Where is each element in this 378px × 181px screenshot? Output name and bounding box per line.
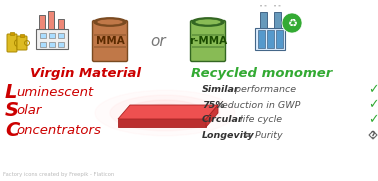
Bar [20,34,24,37]
Bar [274,12,280,28]
FancyBboxPatch shape [40,33,46,38]
Text: ?: ? [371,131,375,140]
FancyBboxPatch shape [58,42,64,47]
FancyBboxPatch shape [40,42,46,47]
Text: Factory icons created by Freepik - Flaticon: Factory icons created by Freepik - Flati… [3,172,114,177]
Polygon shape [118,119,206,127]
Polygon shape [206,105,218,127]
FancyBboxPatch shape [7,34,17,52]
Bar [192,46,224,48]
Text: MMA: MMA [96,36,124,46]
Text: " ": " " [274,5,280,10]
Text: Circular: Circular [202,115,243,125]
Bar [192,34,224,36]
Text: ✓: ✓ [368,113,378,127]
Circle shape [282,13,302,33]
Text: olar: olar [16,104,41,117]
Bar [10,32,14,35]
Text: performance: performance [232,85,297,94]
Text: C: C [5,121,19,140]
Text: ♻: ♻ [287,18,297,28]
Text: Recycled monomer: Recycled monomer [191,66,333,79]
Text: ✓: ✓ [368,83,378,96]
Ellipse shape [94,18,126,26]
Polygon shape [369,131,377,139]
Ellipse shape [97,19,123,25]
Text: S: S [5,102,19,121]
Text: or: or [150,33,166,49]
FancyBboxPatch shape [93,20,127,62]
Text: Longevity: Longevity [202,131,255,140]
Text: uminescent: uminescent [16,87,93,100]
Ellipse shape [192,18,224,26]
Ellipse shape [125,100,205,126]
Bar [94,34,126,36]
FancyBboxPatch shape [276,30,282,48]
Text: 75%: 75% [202,100,225,110]
Text: ≡ Purity: ≡ Purity [241,131,283,140]
Text: life cycle: life cycle [237,115,282,125]
FancyBboxPatch shape [17,36,27,50]
Text: oncentrators: oncentrators [16,123,101,136]
Text: r-MMA: r-MMA [189,36,227,46]
Ellipse shape [110,95,220,131]
FancyBboxPatch shape [49,42,55,47]
Bar [94,46,126,48]
Text: Virgin Material: Virgin Material [29,66,141,79]
Text: " ": " " [260,5,266,10]
Bar [48,11,54,29]
Text: L: L [5,83,17,102]
Bar [260,12,266,28]
FancyBboxPatch shape [266,30,274,48]
Ellipse shape [195,19,221,25]
Text: Similar: Similar [202,85,240,94]
FancyBboxPatch shape [257,30,265,48]
Bar [58,19,64,29]
Polygon shape [118,105,218,119]
FancyBboxPatch shape [36,29,68,49]
Bar [39,15,45,29]
FancyBboxPatch shape [191,20,226,62]
Ellipse shape [137,104,193,122]
FancyBboxPatch shape [49,33,55,38]
Text: ✓: ✓ [368,98,378,111]
FancyBboxPatch shape [255,28,285,50]
Text: reduction in GWP: reduction in GWP [215,100,301,110]
Ellipse shape [95,90,235,136]
FancyBboxPatch shape [58,33,64,38]
